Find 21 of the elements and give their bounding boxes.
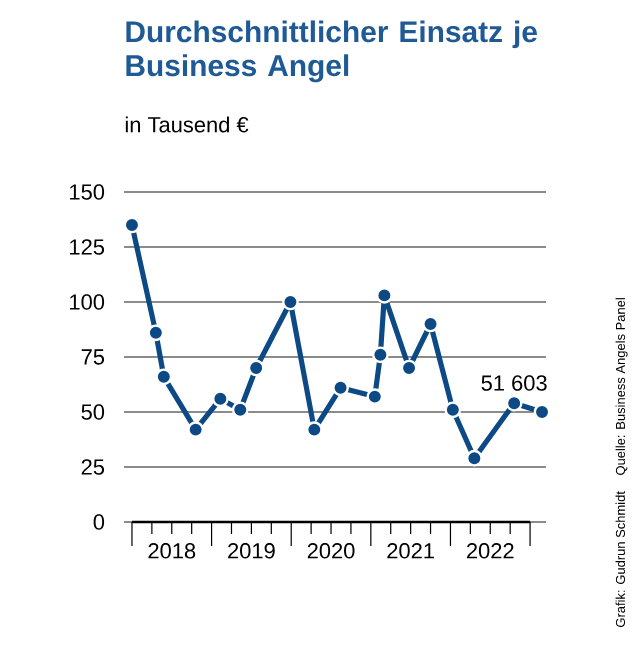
point: [332, 379, 349, 397]
point: [187, 421, 205, 438]
y-tick-label: 125: [70, 239, 105, 255]
x-tick-label: 2019: [228, 543, 275, 559]
y-tick-label: 100: [70, 294, 105, 310]
y-tick-label: 0: [93, 514, 105, 530]
x-tick-label: 2021: [387, 543, 434, 559]
x-tick-label: 2020: [307, 543, 355, 559]
point: [372, 346, 389, 364]
y-tick-label: 150: [70, 184, 105, 200]
point: [444, 401, 462, 419]
chart-title: Durchschnittlicher Einsatz je Business Angel: [126, 20, 537, 83]
point: [376, 287, 393, 304]
y-tick-label: 50: [81, 404, 105, 420]
point: [211, 390, 229, 408]
chart-subtitle: in Tausend €: [125, 116, 249, 133]
y-tick-label: 25: [81, 459, 105, 475]
x-tick-label: 2018: [148, 543, 196, 559]
y-tick-label: 75: [81, 349, 105, 365]
x-tick-label: 2022: [466, 543, 514, 559]
annotation: 51 603: [481, 375, 547, 391]
